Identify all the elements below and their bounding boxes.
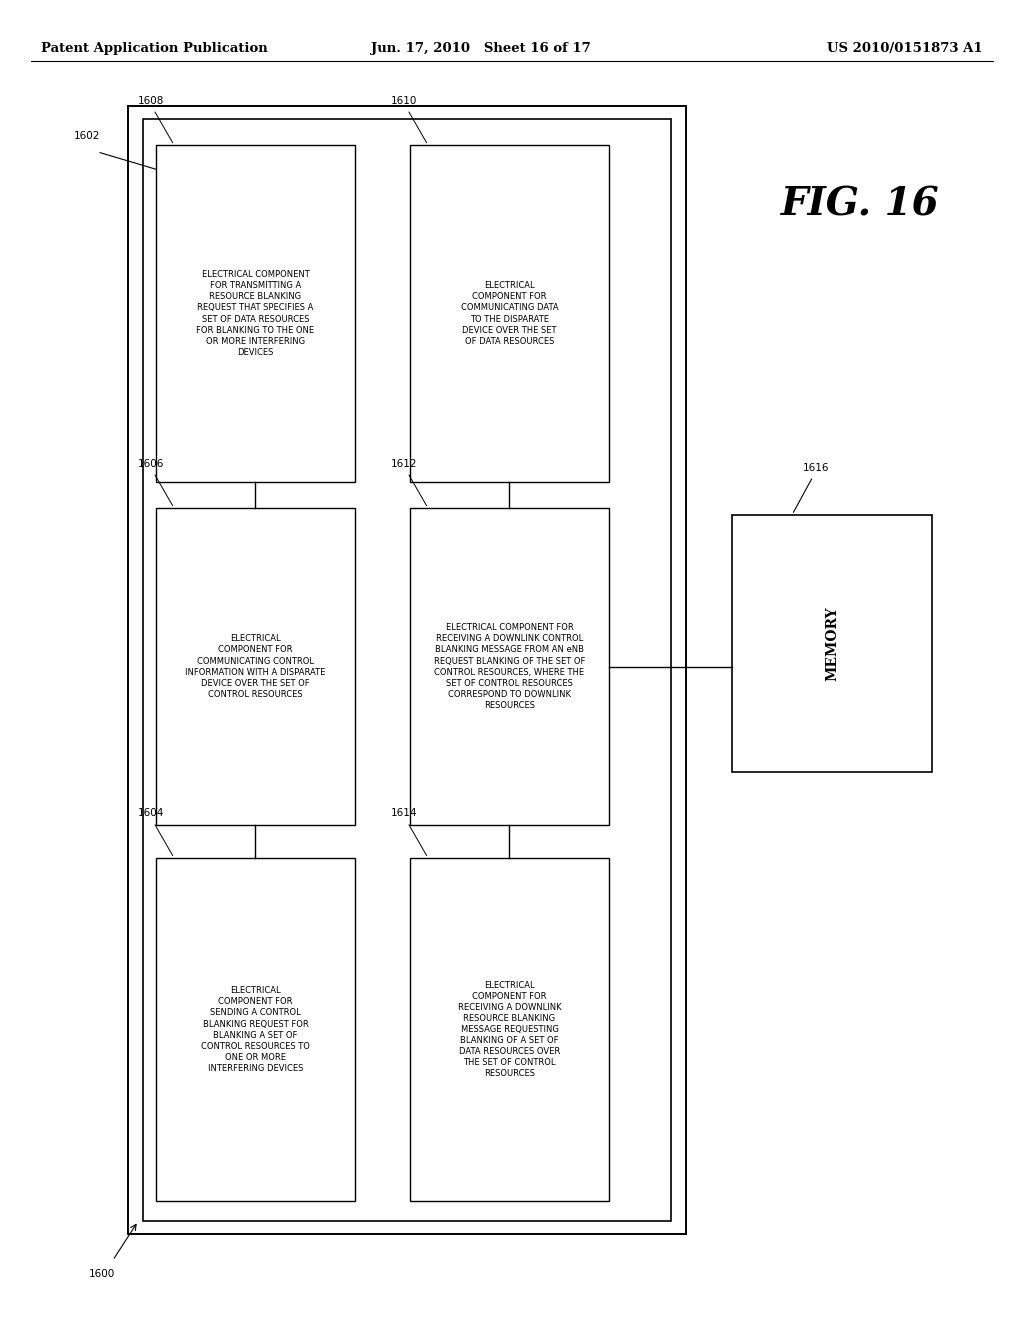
Bar bbox=[128, 106, 686, 1234]
Bar bbox=[156, 858, 355, 1201]
Bar bbox=[156, 508, 355, 825]
Text: 1614: 1614 bbox=[391, 808, 418, 818]
Text: MEMORY: MEMORY bbox=[825, 606, 839, 681]
Text: ELECTRICAL
COMPONENT FOR
COMMUNICATING CONTROL
INFORMATION WITH A DISPARATE
DEVI: ELECTRICAL COMPONENT FOR COMMUNICATING C… bbox=[185, 635, 326, 698]
Text: ELECTRICAL COMPONENT FOR
RECEIVING A DOWNLINK CONTROL
BLANKING MESSAGE FROM AN e: ELECTRICAL COMPONENT FOR RECEIVING A DOW… bbox=[434, 623, 585, 710]
Text: ELECTRICAL
COMPONENT FOR
SENDING A CONTROL
BLANKING REQUEST FOR
BLANKING A SET O: ELECTRICAL COMPONENT FOR SENDING A CONTR… bbox=[201, 986, 310, 1073]
Bar bbox=[410, 858, 609, 1201]
Text: US 2010/0151873 A1: US 2010/0151873 A1 bbox=[827, 42, 983, 55]
Text: ELECTRICAL
COMPONENT FOR
COMMUNICATING DATA
TO THE DISPARATE
DEVICE OVER THE SET: ELECTRICAL COMPONENT FOR COMMUNICATING D… bbox=[461, 281, 558, 346]
Bar bbox=[410, 145, 609, 482]
Text: 1600: 1600 bbox=[89, 1269, 116, 1279]
Text: Jun. 17, 2010   Sheet 16 of 17: Jun. 17, 2010 Sheet 16 of 17 bbox=[372, 42, 591, 55]
Bar bbox=[143, 119, 671, 1221]
Bar bbox=[156, 145, 355, 482]
Text: FIG. 16: FIG. 16 bbox=[781, 186, 939, 223]
Text: 1608: 1608 bbox=[137, 95, 164, 106]
Text: 1610: 1610 bbox=[391, 95, 418, 106]
Text: ELECTRICAL
COMPONENT FOR
RECEIVING A DOWNLINK
RESOURCE BLANKING
MESSAGE REQUESTI: ELECTRICAL COMPONENT FOR RECEIVING A DOW… bbox=[458, 981, 561, 1078]
Text: 1606: 1606 bbox=[137, 458, 164, 469]
Text: 1604: 1604 bbox=[137, 808, 164, 818]
Text: 1616: 1616 bbox=[803, 462, 829, 473]
Text: ELECTRICAL COMPONENT
FOR TRANSMITTING A
RESOURCE BLANKING
REQUEST THAT SPECIFIES: ELECTRICAL COMPONENT FOR TRANSMITTING A … bbox=[197, 271, 314, 356]
Bar bbox=[732, 515, 932, 772]
Text: 1612: 1612 bbox=[391, 458, 418, 469]
Bar bbox=[410, 508, 609, 825]
Text: 1602: 1602 bbox=[74, 131, 100, 141]
Text: Patent Application Publication: Patent Application Publication bbox=[41, 42, 267, 55]
